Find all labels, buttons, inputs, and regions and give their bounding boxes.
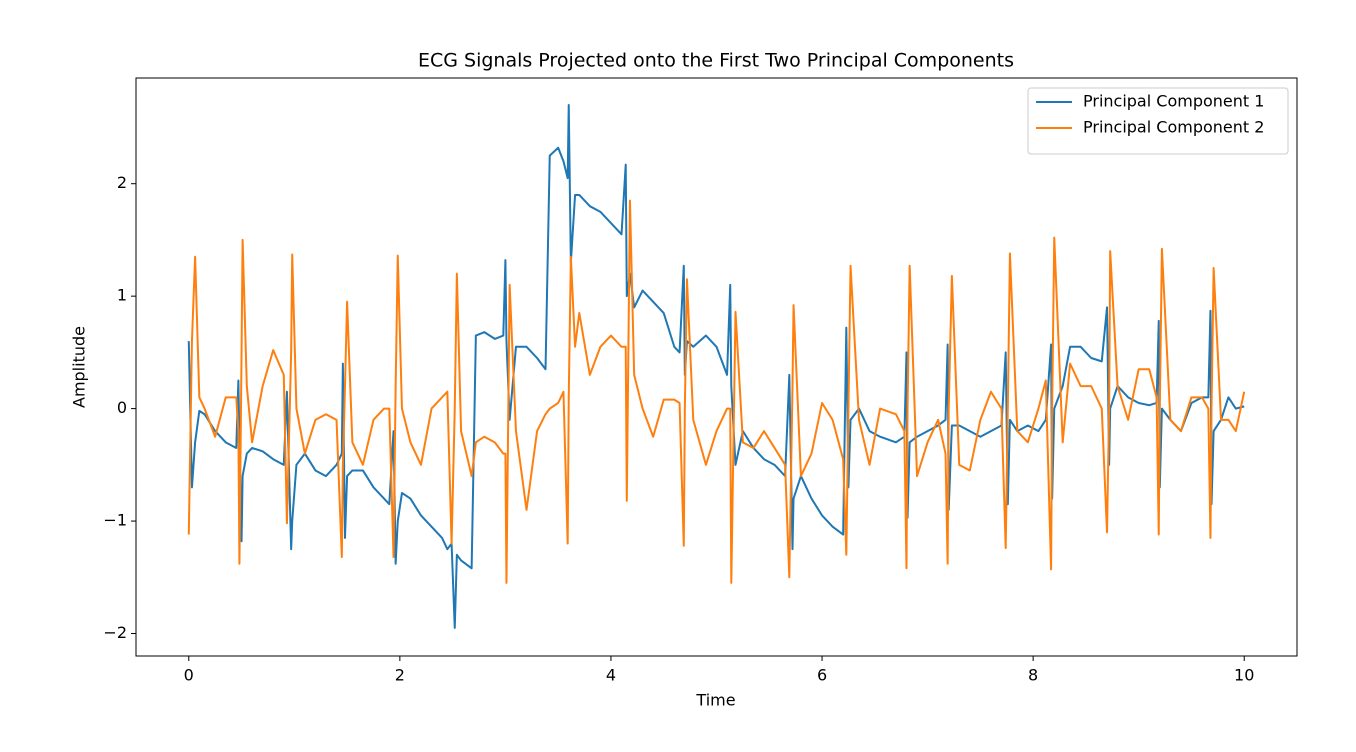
y-tick-label: 0 [117,398,127,417]
series-line [187,103,1245,629]
x-tick-label: 0 [184,666,194,685]
y-tick-label: −1 [103,511,127,530]
x-tick-label: 10 [1234,666,1254,685]
chart-title: ECG Signals Projected onto the First Two… [418,50,1014,72]
legend-label: Principal Component 2 [1083,118,1264,137]
series-line [187,199,1246,584]
x-tick-label: 4 [606,666,616,685]
plot-frame [135,77,1298,657]
x-tick-label: 2 [395,666,405,685]
legend-box [1027,87,1289,155]
y-tick-label: 2 [117,173,127,192]
y-tick-label: −2 [103,623,127,642]
x-axis-label: Time [695,691,735,710]
y-axis-label: Amplitude [70,326,89,408]
legend-label: Principal Component 1 [1083,92,1264,111]
y-tick-label: 1 [117,286,127,305]
x-tick-label: 8 [1028,666,1038,685]
x-tick-label: 6 [817,666,827,685]
